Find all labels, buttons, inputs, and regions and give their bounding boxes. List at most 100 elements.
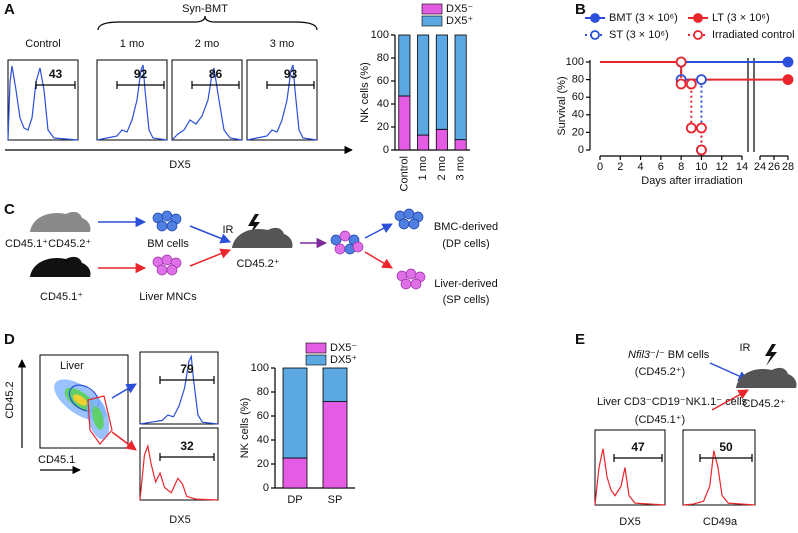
histograms-d: 79 32 — [139, 351, 219, 500]
histogram-curve — [172, 68, 242, 140]
histogram-frame — [139, 351, 219, 425]
histogram-curve — [140, 446, 218, 500]
donor-label: CD45.1⁺CD45.2⁺ — [5, 238, 91, 250]
x-tick-label: 14 — [736, 161, 748, 173]
cell-cluster — [152, 210, 182, 232]
x-tick-label: 2 mo — [436, 156, 448, 180]
gate — [699, 454, 753, 462]
axis-label: DX5 — [169, 159, 190, 171]
legend-marker — [590, 30, 600, 40]
x-tick-label: SP — [328, 494, 343, 506]
survival-line — [600, 61, 703, 150]
lightning — [765, 344, 777, 366]
gate-value: 79 — [180, 362, 194, 376]
arrow — [111, 431, 137, 451]
y-tick-label: 0 — [383, 144, 389, 156]
bar — [398, 95, 411, 151]
marker — [696, 144, 707, 156]
histogram-frame — [246, 59, 318, 141]
x-tick-label: 26 — [768, 161, 780, 173]
histogram-title: Control — [25, 38, 60, 50]
y-tick-label: 0 — [578, 144, 584, 156]
histograms-a: 43 Control 92 1 mo 86 2 mo 93 3 mo — [8, 38, 318, 141]
x-axis-label: Days after irradiation — [641, 175, 743, 187]
histograms-e: 47 50 — [594, 429, 756, 506]
bar — [454, 139, 467, 151]
y-tick-label: 80 — [572, 74, 584, 86]
y-tick-label: 0 — [263, 482, 269, 494]
axis-label: CD45.2 — [4, 381, 16, 418]
gate-value: 43 — [49, 67, 63, 81]
x-tick-label: 1 mo — [417, 156, 429, 180]
gate — [159, 453, 215, 461]
y-tick-label: 40 — [572, 109, 584, 121]
survival-line — [600, 61, 788, 81]
bar — [417, 134, 430, 151]
gate-value: 93 — [284, 67, 298, 81]
y-tick-label: 40 — [377, 98, 389, 110]
histogram-frame — [594, 429, 666, 506]
histogram-frame — [682, 429, 756, 506]
histogram-curve — [97, 65, 167, 140]
legend-label: BMT (3 × 10⁶) — [609, 12, 678, 24]
histogram-curve — [247, 65, 317, 140]
x-tick-label: 2 — [617, 161, 623, 173]
survival-line — [600, 61, 703, 150]
x-tick-label: 0 — [597, 161, 603, 173]
bar — [435, 128, 448, 151]
y-axis-label: NK cells (%) — [239, 398, 251, 459]
bar — [322, 401, 348, 489]
panel-label: D — [4, 331, 15, 348]
legend-marker — [693, 30, 703, 40]
legend-label: DX5⁻ — [446, 3, 473, 15]
marker — [782, 74, 794, 85]
axis-label: CD49a — [703, 516, 738, 528]
x-tick-label: 3 mo — [455, 156, 467, 180]
output-label: (SP cells) — [443, 294, 490, 306]
mouse-icon — [30, 256, 91, 277]
donor-label: Nfil3⁻/⁻ BM cells — [628, 349, 710, 361]
lightning — [248, 214, 260, 236]
gate-value: 86 — [209, 67, 223, 81]
marker — [675, 78, 687, 90]
marker — [696, 122, 707, 134]
y-tick-label: 20 — [257, 458, 269, 470]
x-tick-label: 4 — [638, 161, 644, 173]
output-label: Liver-derived — [434, 278, 498, 290]
axis-label: DX5 — [169, 514, 190, 526]
x-tick-label: 28 — [782, 161, 794, 173]
legend-label: DX5⁻ — [330, 342, 357, 354]
ir-label: IR — [223, 224, 234, 236]
histogram-curve — [683, 451, 755, 505]
y-tick-label: 60 — [257, 410, 269, 422]
panel-label: E — [575, 331, 585, 348]
mouse-icon — [30, 211, 91, 232]
x-tick-label: 12 — [716, 161, 728, 173]
density — [54, 379, 113, 445]
axis-label: DX5 — [619, 516, 640, 528]
marker — [685, 78, 697, 90]
y-tick-label: 80 — [257, 386, 269, 398]
mouse-icon — [232, 227, 293, 248]
donor-label: CD45.1⁺ — [40, 291, 83, 303]
output-label: BMC-derived — [434, 221, 498, 233]
recipient-label: CD45.2⁺ — [742, 398, 785, 410]
cell-cluster — [396, 268, 426, 290]
marker — [696, 74, 707, 85]
histogram-title: 3 mo — [270, 38, 294, 50]
gate — [613, 454, 663, 462]
gene: Nfil3 — [628, 349, 651, 361]
x-tick-label: 6 — [658, 161, 664, 173]
histogram-title: 2 mo — [195, 38, 219, 50]
brace — [97, 15, 318, 31]
arrow — [189, 225, 231, 244]
y-tick-label: 40 — [257, 434, 269, 446]
histogram-frame — [96, 59, 168, 141]
panel-label: C — [4, 201, 15, 218]
legend-swatch — [305, 354, 327, 366]
legend-swatch — [421, 3, 443, 15]
gate — [116, 81, 165, 89]
y-tick-label: 20 — [377, 121, 389, 133]
tissue-label: Liver — [60, 360, 84, 372]
arrow — [189, 248, 231, 267]
